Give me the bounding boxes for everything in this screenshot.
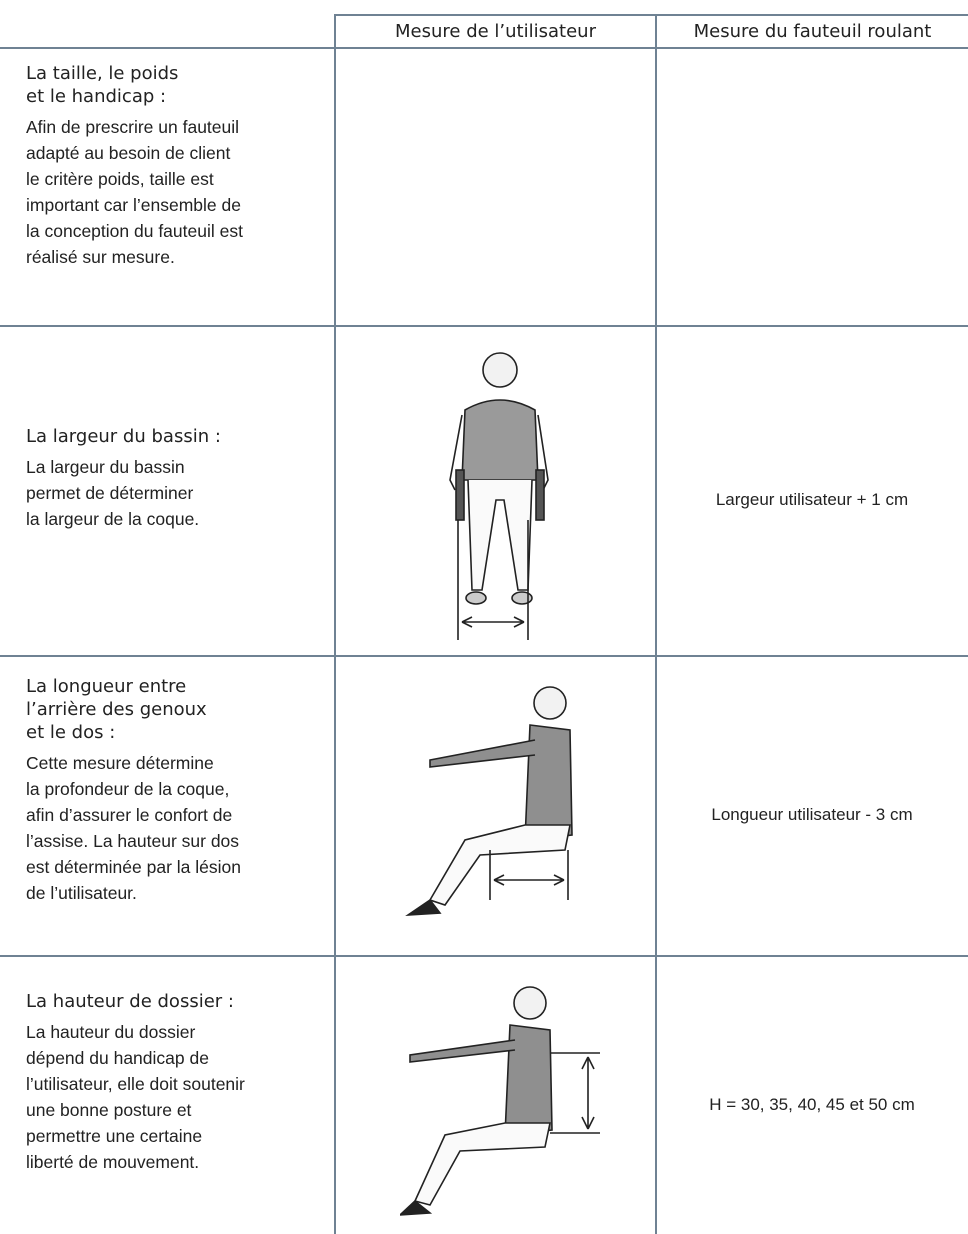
rule [334,14,336,1234]
column-header: Mesure de l’utilisateur [395,21,596,42]
body-line: afin d’assurer le confort de [26,805,233,825]
row-description: La largeur du bassin : La largeur du bass… [26,425,326,532]
body-line: le critère poids, taille est [26,169,214,189]
wheelchair-measure: Longueur utilisateur - 3 cm [711,805,913,824]
body-line: permet de déterminer [26,483,194,503]
body-line: la conception du fauteuil est [26,221,243,241]
row-description: La taille, le poids et le handicap : Afin … [26,62,326,270]
row-body: La hauteur du dossier dépend du handicap … [26,1019,326,1175]
title-line: et le handicap : [26,86,167,107]
rule [0,955,968,957]
title-line: La longueur entre [26,676,187,697]
row-description: La longueur entre l’arrière des genoux et … [26,675,326,906]
rule [335,14,968,16]
wheelchair-measure: H = 30, 35, 40, 45 et 50 cm [709,1095,915,1114]
title-line: La taille, le poids [26,63,179,84]
body-line: l’utilisateur, elle doit soutenir [26,1074,245,1094]
body-line: liberté de mouvement. [26,1152,200,1172]
rule [655,14,657,1234]
wheelchair-measure: Largeur utilisateur + 1 cm [715,490,909,509]
row-title: La largeur du bassin : [26,425,326,448]
rule [0,47,968,49]
body-line: une bonne posture et [26,1100,192,1120]
rule [0,655,968,657]
column-header: Mesure du fauteuil roulant [693,21,932,42]
body-line: Cette mesure détermine [26,753,214,773]
body-line: important car l’ensemble de [26,195,241,215]
body-line: réalisé sur mesure. [26,247,175,267]
illustration-side [405,686,573,916]
body-line: La largeur du bassin [26,457,185,477]
row-description: La hauteur de dossier : La hauteur du dos… [26,990,326,1175]
row-body: Afin de prescrire un fauteuil adapté au b… [26,114,326,270]
body-line: est déterminée par la lésion [26,857,241,877]
body-line: Afin de prescrire un fauteuil [26,117,240,137]
title-line: l’arrière des genoux [26,699,207,720]
title-line: La largeur du bassin : [26,426,221,447]
body-line: dépend du handicap de [26,1048,209,1068]
row-title: La longueur entre l’arrière des genoux et … [26,675,326,744]
rule [0,325,968,327]
row-body: Cette mesure détermine la profondeur de l… [26,750,326,906]
body-line: permettre une certaine [26,1126,203,1146]
row-title: La hauteur de dossier : [26,990,326,1013]
body-line: La hauteur du dossier [26,1022,196,1042]
illustration-side [400,986,600,1216]
row-body: La largeur du bassin permet de déterminer… [26,454,326,532]
row-title: La taille, le poids et le handicap : [26,62,326,108]
body-line: la profondeur de la coque, [26,779,230,799]
body-line: de l’utilisateur. [26,883,137,903]
body-line: l’assise. La hauteur sur dos [26,831,240,851]
body-line: adapté au besoin de client [26,143,231,163]
title-line: La hauteur de dossier : [26,991,234,1012]
title-line: et le dos : [26,722,116,743]
illustration-front [449,352,549,640]
body-line: la largeur de la coque. [26,509,200,529]
